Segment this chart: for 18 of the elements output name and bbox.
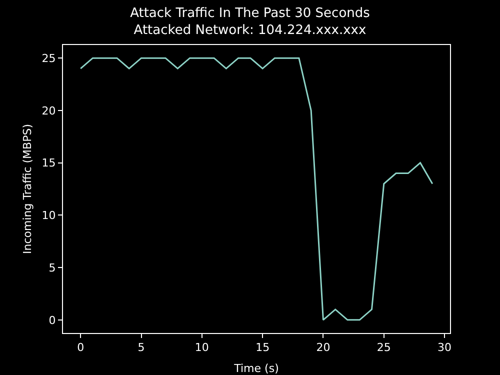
x-tick-label: 5 — [138, 341, 145, 354]
line-series — [80, 57, 434, 321]
y-tick-label: 25 — [42, 52, 56, 65]
x-tick-label: 20 — [316, 341, 330, 354]
x-tick-label: 15 — [256, 341, 270, 354]
x-tick-label: 10 — [194, 341, 209, 354]
y-axis-title: Incoming Traffic (MBPS) — [21, 124, 34, 254]
chart-title: Attack Traffic In The Past 30 Seconds — [130, 6, 370, 21]
y-tick-label: 15 — [42, 156, 56, 170]
x-tick-label: 30 — [438, 341, 452, 354]
y-tick-label: 5 — [48, 261, 56, 274]
y-tick-label: 20 — [42, 104, 56, 118]
x-tick-label: 25 — [376, 341, 391, 354]
x-axis-title: Time (s) — [233, 362, 279, 375]
chart-subtitle: Attacked Network: 104.224.xxx.xxx — [134, 22, 366, 38]
x-tick-label: 0 — [77, 341, 84, 354]
y-tick-label: 10 — [42, 209, 56, 222]
y-tick-label: 0 — [48, 314, 56, 327]
